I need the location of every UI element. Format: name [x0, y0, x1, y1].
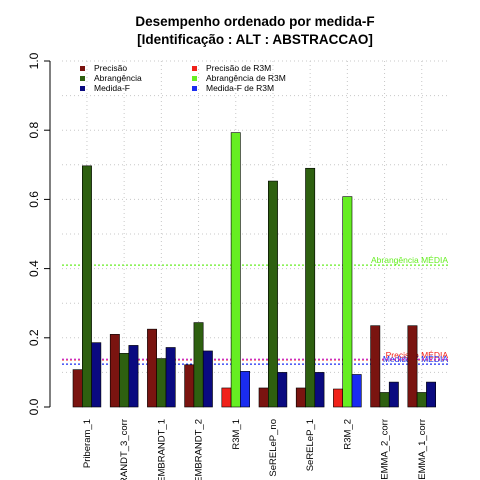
bar [342, 196, 353, 408]
bar [426, 381, 436, 408]
bar [267, 180, 278, 408]
legend-label: Precisão de R3M [206, 63, 271, 73]
bar [165, 347, 176, 408]
bar [230, 132, 241, 408]
legend-swatch [192, 86, 197, 91]
y-tick-label: 0.4 [27, 260, 41, 277]
bar [258, 387, 269, 408]
legend-swatch [192, 76, 197, 81]
category-label: SeRELeP_no [268, 419, 279, 477]
bar [91, 342, 102, 408]
category-label: SeRELeP_1 [305, 419, 316, 471]
grid-layer [62, 60, 450, 407]
legend-swatch [80, 86, 85, 91]
bar [240, 371, 250, 408]
category-label: R3M_2 [342, 419, 353, 450]
bar [407, 325, 418, 408]
bar [351, 374, 362, 408]
bar [82, 165, 92, 408]
legend-label: Precisão [94, 63, 127, 73]
legend-swatch [80, 76, 85, 81]
category-label: RANDT_3_corr [119, 419, 130, 480]
bar [305, 167, 316, 408]
bar [193, 322, 204, 408]
bar [277, 372, 288, 408]
y-tick-label: 0.0 [27, 398, 41, 415]
bar [388, 381, 399, 408]
category-label: EMBRANDT_1 [156, 419, 167, 480]
y-tick-label: 0.8 [27, 122, 41, 139]
bar [221, 387, 232, 408]
category-label: Priberam_1 [82, 419, 93, 468]
category-label: EMMA_1_corr [417, 419, 428, 480]
category-label: EMBRANDT_2 [194, 419, 205, 480]
bar [109, 334, 120, 408]
bar [333, 388, 343, 408]
y-tick-label: 0.2 [27, 329, 41, 346]
y-tick-label: 0.6 [27, 191, 41, 208]
bar [156, 358, 167, 408]
legend-label: Abrangência [94, 73, 142, 83]
legend-swatch [80, 66, 85, 71]
bar [119, 353, 130, 408]
category-labels: Priberam_1 RANDT_3_corr EMBRANDT_1 EMBRANDT… [82, 419, 428, 480]
legend-label: Medida-F de R3M [206, 83, 274, 93]
bar [370, 325, 381, 408]
bar [416, 392, 427, 408]
legend-label: Abrangência de R3M [206, 73, 286, 83]
category-label: EMMA_2_corr [380, 419, 391, 480]
chart-title-line2: [Identificação : ALT : ABSTRACCAO] [137, 32, 373, 47]
bar [295, 387, 306, 408]
reference-line-label: Abrangência MÉDIA [371, 255, 448, 265]
legend-swatch [192, 66, 197, 71]
bar [314, 372, 325, 408]
bar [184, 364, 195, 408]
bar [379, 392, 390, 408]
category-label: R3M_1 [231, 419, 242, 450]
legend-label: Medida-F [94, 83, 130, 93]
y-axis: 0.0 0.2 0.4 0.6 0.8 1.0 [27, 52, 51, 415]
bar [128, 345, 139, 408]
bar [147, 328, 157, 408]
y-tick-label: 1.0 [27, 52, 41, 69]
bar [72, 369, 83, 408]
bars [72, 132, 436, 408]
chart-title-line1: Desempenho ordenado por medida-F [135, 14, 374, 29]
bar [202, 350, 213, 408]
